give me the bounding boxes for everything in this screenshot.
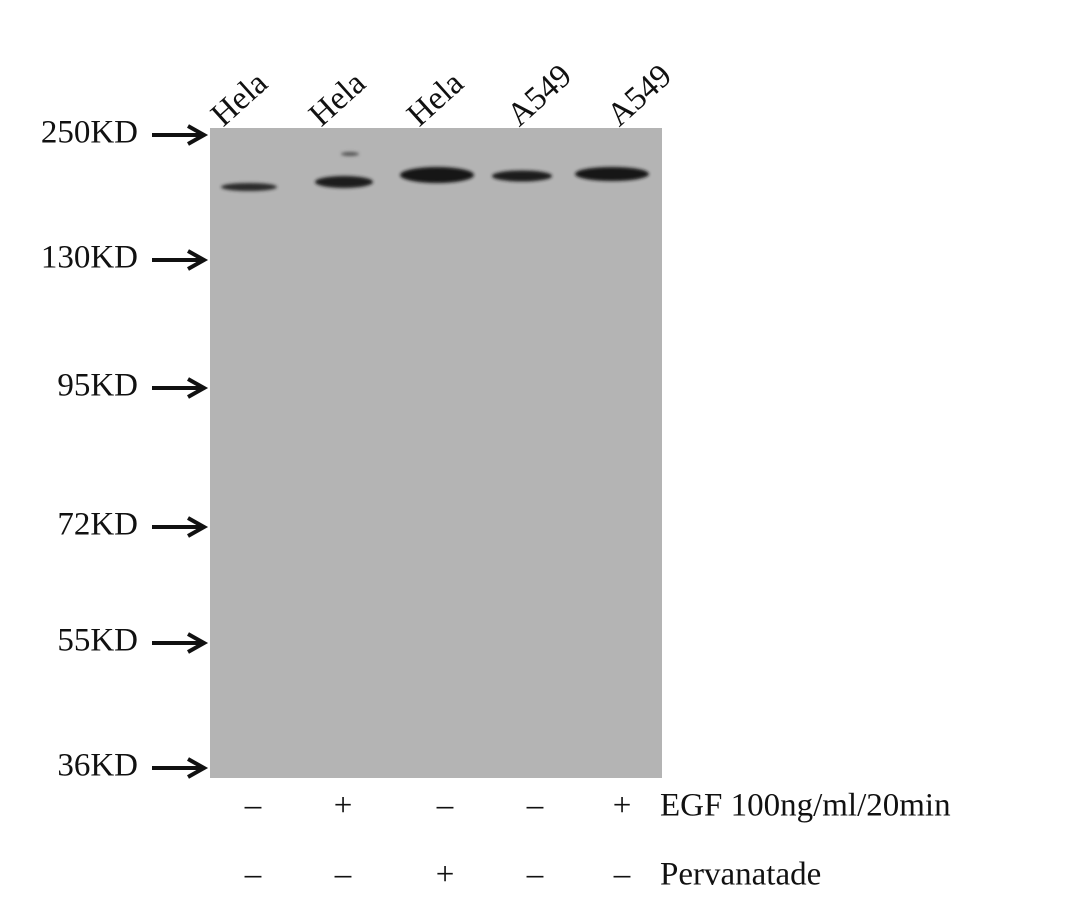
marker-label: 95KD	[57, 368, 138, 404]
blot-membrane	[210, 128, 662, 778]
lane-label: Hela	[302, 65, 373, 134]
band	[221, 183, 277, 191]
marker-label: 36KD	[57, 748, 138, 784]
treatment-sign: –	[436, 788, 454, 824]
treatment-sign: –	[526, 788, 544, 824]
treatment-label: EGF 100ng/ml/20min	[660, 788, 951, 824]
marker-label: 72KD	[57, 507, 138, 543]
treatment-sign: –	[526, 857, 544, 893]
lane-label: Hela	[400, 65, 471, 134]
treatment-sign: –	[613, 857, 631, 893]
band	[575, 167, 649, 181]
treatment-sign: +	[613, 788, 632, 824]
marker-arrows	[152, 124, 209, 779]
treatment-row: – – + – – Pervanatade	[244, 857, 822, 893]
arrow-head	[187, 377, 209, 399]
arrow-head	[187, 249, 209, 271]
arrow-head	[187, 632, 209, 654]
arrow-head	[187, 124, 209, 146]
lane-labels: Hela Hela Hela A549 A549	[204, 58, 679, 134]
arrow-head	[187, 516, 209, 538]
band	[341, 152, 359, 156]
marker-label: 130KD	[41, 240, 138, 276]
band	[400, 167, 474, 183]
lane-label: A549	[500, 58, 579, 134]
lane-label: Hela	[204, 65, 275, 134]
treatment-row: – + – – + EGF 100ng/ml/20min	[244, 788, 951, 824]
lane-label: A549	[600, 58, 679, 134]
arrow-head	[187, 757, 209, 779]
treatment-sign: –	[244, 857, 262, 893]
bands	[221, 152, 649, 191]
treatment-label: Pervanatade	[660, 857, 821, 893]
marker-label: 55KD	[57, 623, 138, 659]
markers: 250KD 130KD 95KD 72KD 55KD 36KD	[41, 115, 209, 784]
treatment-sign: +	[436, 857, 455, 893]
treatment-sign: +	[334, 788, 353, 824]
band	[492, 170, 552, 182]
band	[315, 176, 373, 188]
marker-label: 250KD	[41, 115, 138, 151]
treatment-sign: –	[334, 857, 352, 893]
treatment-sign: –	[244, 788, 262, 824]
